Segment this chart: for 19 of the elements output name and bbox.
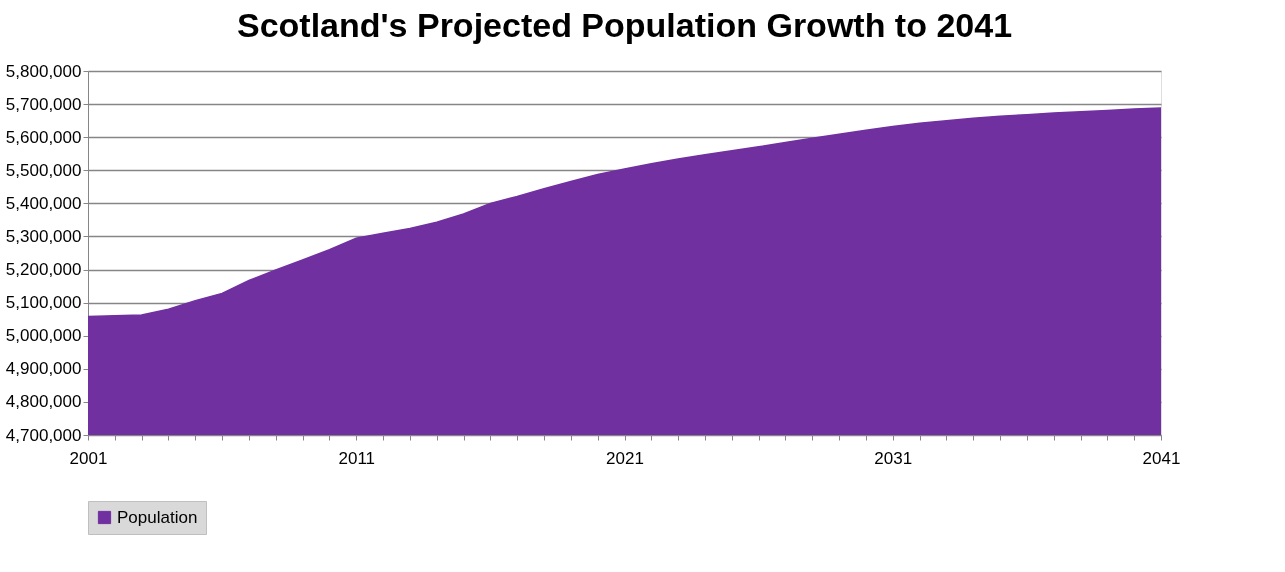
- x-tick-label: 2021: [606, 448, 644, 468]
- y-tick-label: 5,600,000: [5, 127, 82, 147]
- x-tick-label: 2031: [874, 448, 913, 468]
- y-tick-label: 4,900,000: [5, 359, 82, 379]
- legend-label: Population: [117, 507, 198, 527]
- y-tick-label: 5,800,000: [5, 61, 82, 81]
- y-tick-label: 5,100,000: [5, 293, 82, 313]
- x-tick-label: 2011: [338, 448, 376, 468]
- y-tick-label: 5,300,000: [5, 226, 82, 246]
- y-tick-label: 5,400,000: [5, 193, 82, 213]
- y-tick-label: 5,200,000: [5, 260, 82, 280]
- y-tick-label: 5,500,000: [5, 160, 82, 180]
- y-tick-label: 4,700,000: [5, 425, 82, 445]
- x-tick-label: 2041: [1142, 448, 1181, 468]
- y-tick-label: 5,000,000: [5, 326, 82, 346]
- y-tick-label: 5,700,000: [5, 94, 82, 114]
- y-tick-label: 4,800,000: [5, 392, 82, 412]
- chart-title: Scotland's Projected Population Growth to 2041: [236, 6, 1013, 44]
- x-tick-label: 2001: [69, 448, 108, 468]
